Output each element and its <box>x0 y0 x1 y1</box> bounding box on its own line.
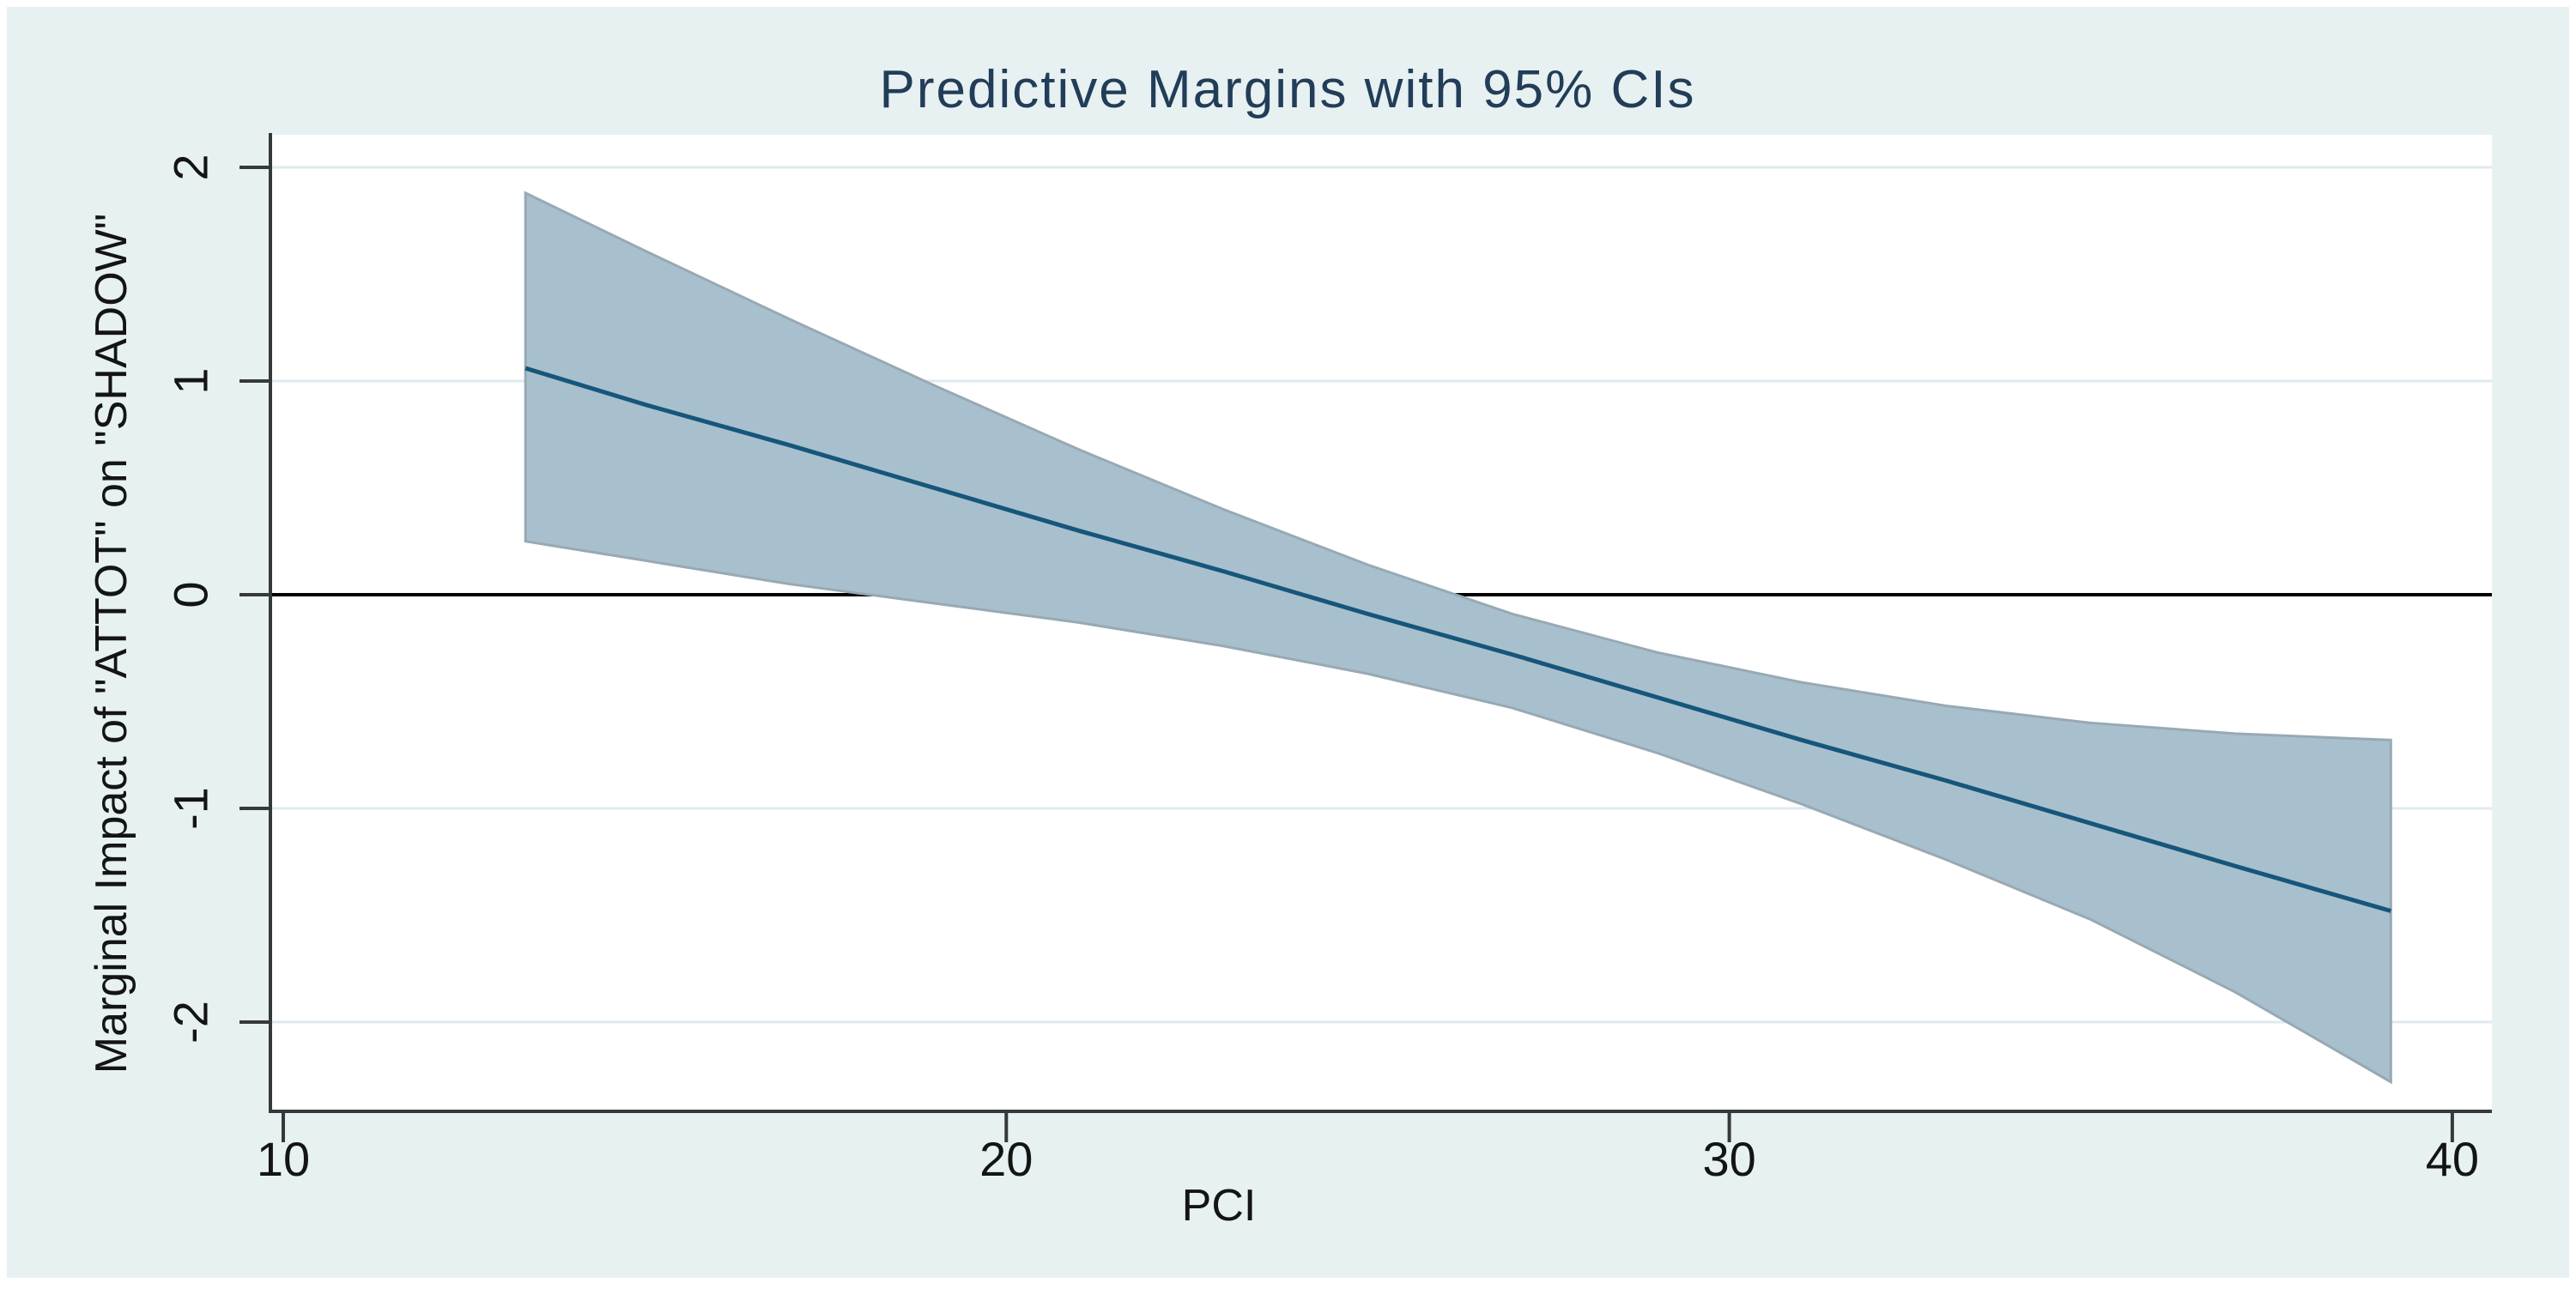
x-tick-label-20: 20 <box>979 1132 1033 1186</box>
x-tick-label-10: 10 <box>257 1132 310 1186</box>
chart-title: Predictive Margins with 95% CIs <box>880 60 1696 119</box>
x-tick-label-30: 30 <box>1702 1132 1755 1186</box>
predictive-margin-line <box>524 366 2391 913</box>
y-tick-label-2: 2 <box>164 154 218 180</box>
y-tick-label-0: 0 <box>164 581 218 608</box>
y-tick-label--2: -2 <box>164 1001 218 1044</box>
y-tick-label--1: -1 <box>164 787 218 830</box>
margins-line-layer <box>524 366 2391 913</box>
axes-layer <box>269 133 2492 1113</box>
y-tick-label-1: 1 <box>164 367 218 394</box>
x-tick-label-40: 40 <box>2426 1132 2479 1186</box>
y-axis-title: Marginal Impact of "ATTOT" on "SHADOW" <box>87 214 136 1074</box>
x-axis-title: PCI <box>1182 1181 1257 1231</box>
